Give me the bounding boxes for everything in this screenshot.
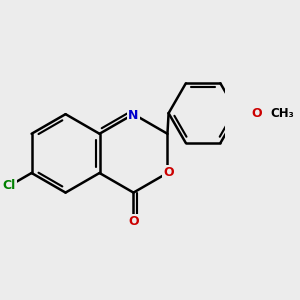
Text: Cl: Cl xyxy=(3,179,16,192)
Text: N: N xyxy=(128,109,139,122)
Text: CH₃: CH₃ xyxy=(270,107,294,120)
Text: O: O xyxy=(251,107,262,120)
Text: O: O xyxy=(128,214,139,227)
Text: O: O xyxy=(164,167,174,179)
